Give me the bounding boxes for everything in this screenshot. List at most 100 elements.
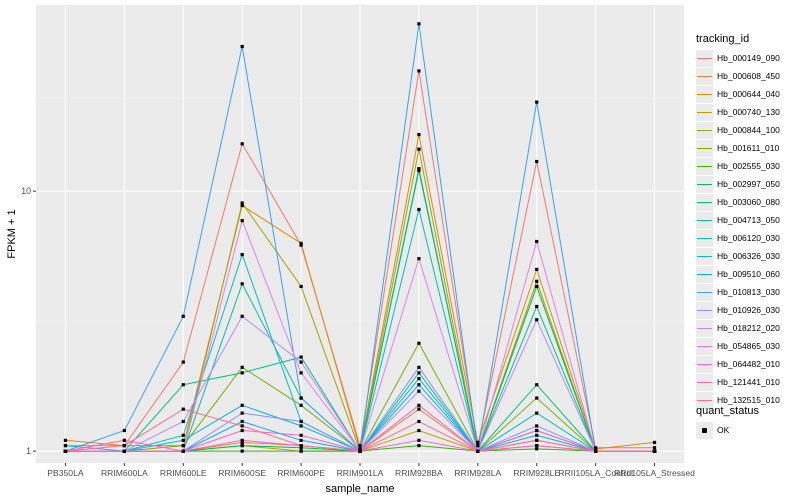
data-point xyxy=(240,424,244,428)
x-tick-label: RRII105LA_Control xyxy=(558,468,633,478)
legend-item: Hb_002997_050 xyxy=(696,175,800,193)
legend-item: Hb_121441_010 xyxy=(696,373,800,391)
data-point xyxy=(358,447,362,451)
legend-key xyxy=(696,175,713,193)
legend-item: Hb_054865_030 xyxy=(696,337,800,355)
shape-legend-key xyxy=(696,421,713,439)
data-point xyxy=(417,132,421,137)
legend-key xyxy=(696,355,713,373)
legend-label: Hb_002555_030 xyxy=(717,161,780,171)
data-point xyxy=(476,440,480,445)
x-tick-label: RRIM600SE xyxy=(218,468,266,478)
data-point xyxy=(181,360,185,364)
data-point xyxy=(652,449,657,453)
legend-label: Hb_000740_130 xyxy=(717,107,780,117)
data-point xyxy=(417,383,421,387)
data-point xyxy=(240,142,244,146)
data-point xyxy=(122,449,126,453)
legend-key xyxy=(696,247,713,265)
legend-item: Hb_000740_130 xyxy=(696,103,800,121)
data-point xyxy=(240,440,244,445)
legend-label: Hb_002997_050 xyxy=(717,179,780,189)
data-point xyxy=(358,449,362,453)
data-point xyxy=(535,433,539,437)
legend-key xyxy=(696,157,713,175)
legend-label: Hb_010813_030 xyxy=(717,287,780,297)
data-point xyxy=(240,411,244,415)
legend-label: Hb_132515_010 xyxy=(717,395,780,405)
data-point xyxy=(299,355,303,359)
legend-item: Hb_000844_100 xyxy=(696,121,800,139)
data-point xyxy=(594,449,598,453)
data-point xyxy=(240,419,244,424)
shape-legend-title: quant_status xyxy=(696,405,759,417)
x-tick-label: RRII105LA_Stressed xyxy=(614,468,695,478)
data-point xyxy=(299,438,303,442)
data-point xyxy=(417,168,421,173)
shape-legend-item: OK xyxy=(696,421,800,439)
x-tick-label: RRIM928LA xyxy=(454,468,501,478)
data-point xyxy=(535,159,539,164)
legend-key xyxy=(696,283,713,301)
data-point xyxy=(535,438,539,442)
data-point xyxy=(240,201,244,205)
data-point xyxy=(476,449,480,453)
data-point xyxy=(63,438,68,442)
data-point xyxy=(535,411,539,415)
legend-key xyxy=(696,103,713,121)
data-point xyxy=(240,253,244,257)
x-tick-label: RRIM600PE xyxy=(277,468,325,478)
data-point xyxy=(417,371,421,375)
data-point xyxy=(299,446,303,450)
legend-key xyxy=(696,301,713,319)
data-point xyxy=(594,447,598,451)
data-point xyxy=(122,438,126,442)
legend-label: Hb_006120_030 xyxy=(717,233,780,243)
data-point xyxy=(417,407,421,411)
data-point xyxy=(535,100,539,104)
legend-key xyxy=(696,49,713,67)
data-point xyxy=(299,403,303,407)
legend-key xyxy=(696,373,713,391)
legend-item: Hb_002555_030 xyxy=(696,157,800,175)
legend-label: Hb_018212_020 xyxy=(717,323,780,333)
legend-label: Hb_003060_080 xyxy=(717,197,780,207)
data-point xyxy=(240,314,244,318)
data-point xyxy=(652,440,657,445)
data-point xyxy=(299,284,303,289)
data-point xyxy=(417,167,421,171)
data-point xyxy=(299,449,303,453)
series-points xyxy=(63,22,657,453)
legend-item: Hb_006120_030 xyxy=(696,229,800,247)
legend-item: Hb_000644_040 xyxy=(696,85,800,103)
data-point xyxy=(240,44,244,49)
data-point xyxy=(299,241,303,245)
data-point xyxy=(358,443,362,448)
shape-legend-label: OK xyxy=(717,425,730,435)
data-point xyxy=(181,383,185,387)
legend-key xyxy=(696,85,713,103)
data-point xyxy=(535,443,539,448)
legend-label: Hb_006326_030 xyxy=(717,251,780,261)
data-point xyxy=(417,403,421,407)
major-gridlines xyxy=(36,5,684,463)
data-point xyxy=(181,407,185,411)
x-tick-label: PB350LA xyxy=(47,468,84,478)
data-point xyxy=(535,447,539,451)
data-point xyxy=(122,443,126,448)
data-point xyxy=(63,443,68,448)
data-point xyxy=(476,443,480,448)
legend-item: Hb_006326_030 xyxy=(696,247,800,265)
data-point xyxy=(240,282,244,286)
legend-label: Hb_054865_030 xyxy=(717,341,780,351)
x-tick-labels: PB350LA RRIM600LA RRIM600LE RRIM600SE RRIM60… xyxy=(47,468,695,478)
legend-label: Hb_001611_010 xyxy=(717,143,780,153)
data-point xyxy=(417,69,421,73)
x-axis-label: sample_name xyxy=(325,483,394,495)
data-point xyxy=(181,314,185,318)
data-point xyxy=(299,371,303,375)
color-legend-items: Hb_000149_090 Hb_000608_450 Hb_000644_040 H… xyxy=(696,49,800,409)
data-point xyxy=(299,360,303,364)
y-axis-label: FPKM + 1 xyxy=(6,209,18,258)
data-point xyxy=(181,433,185,437)
